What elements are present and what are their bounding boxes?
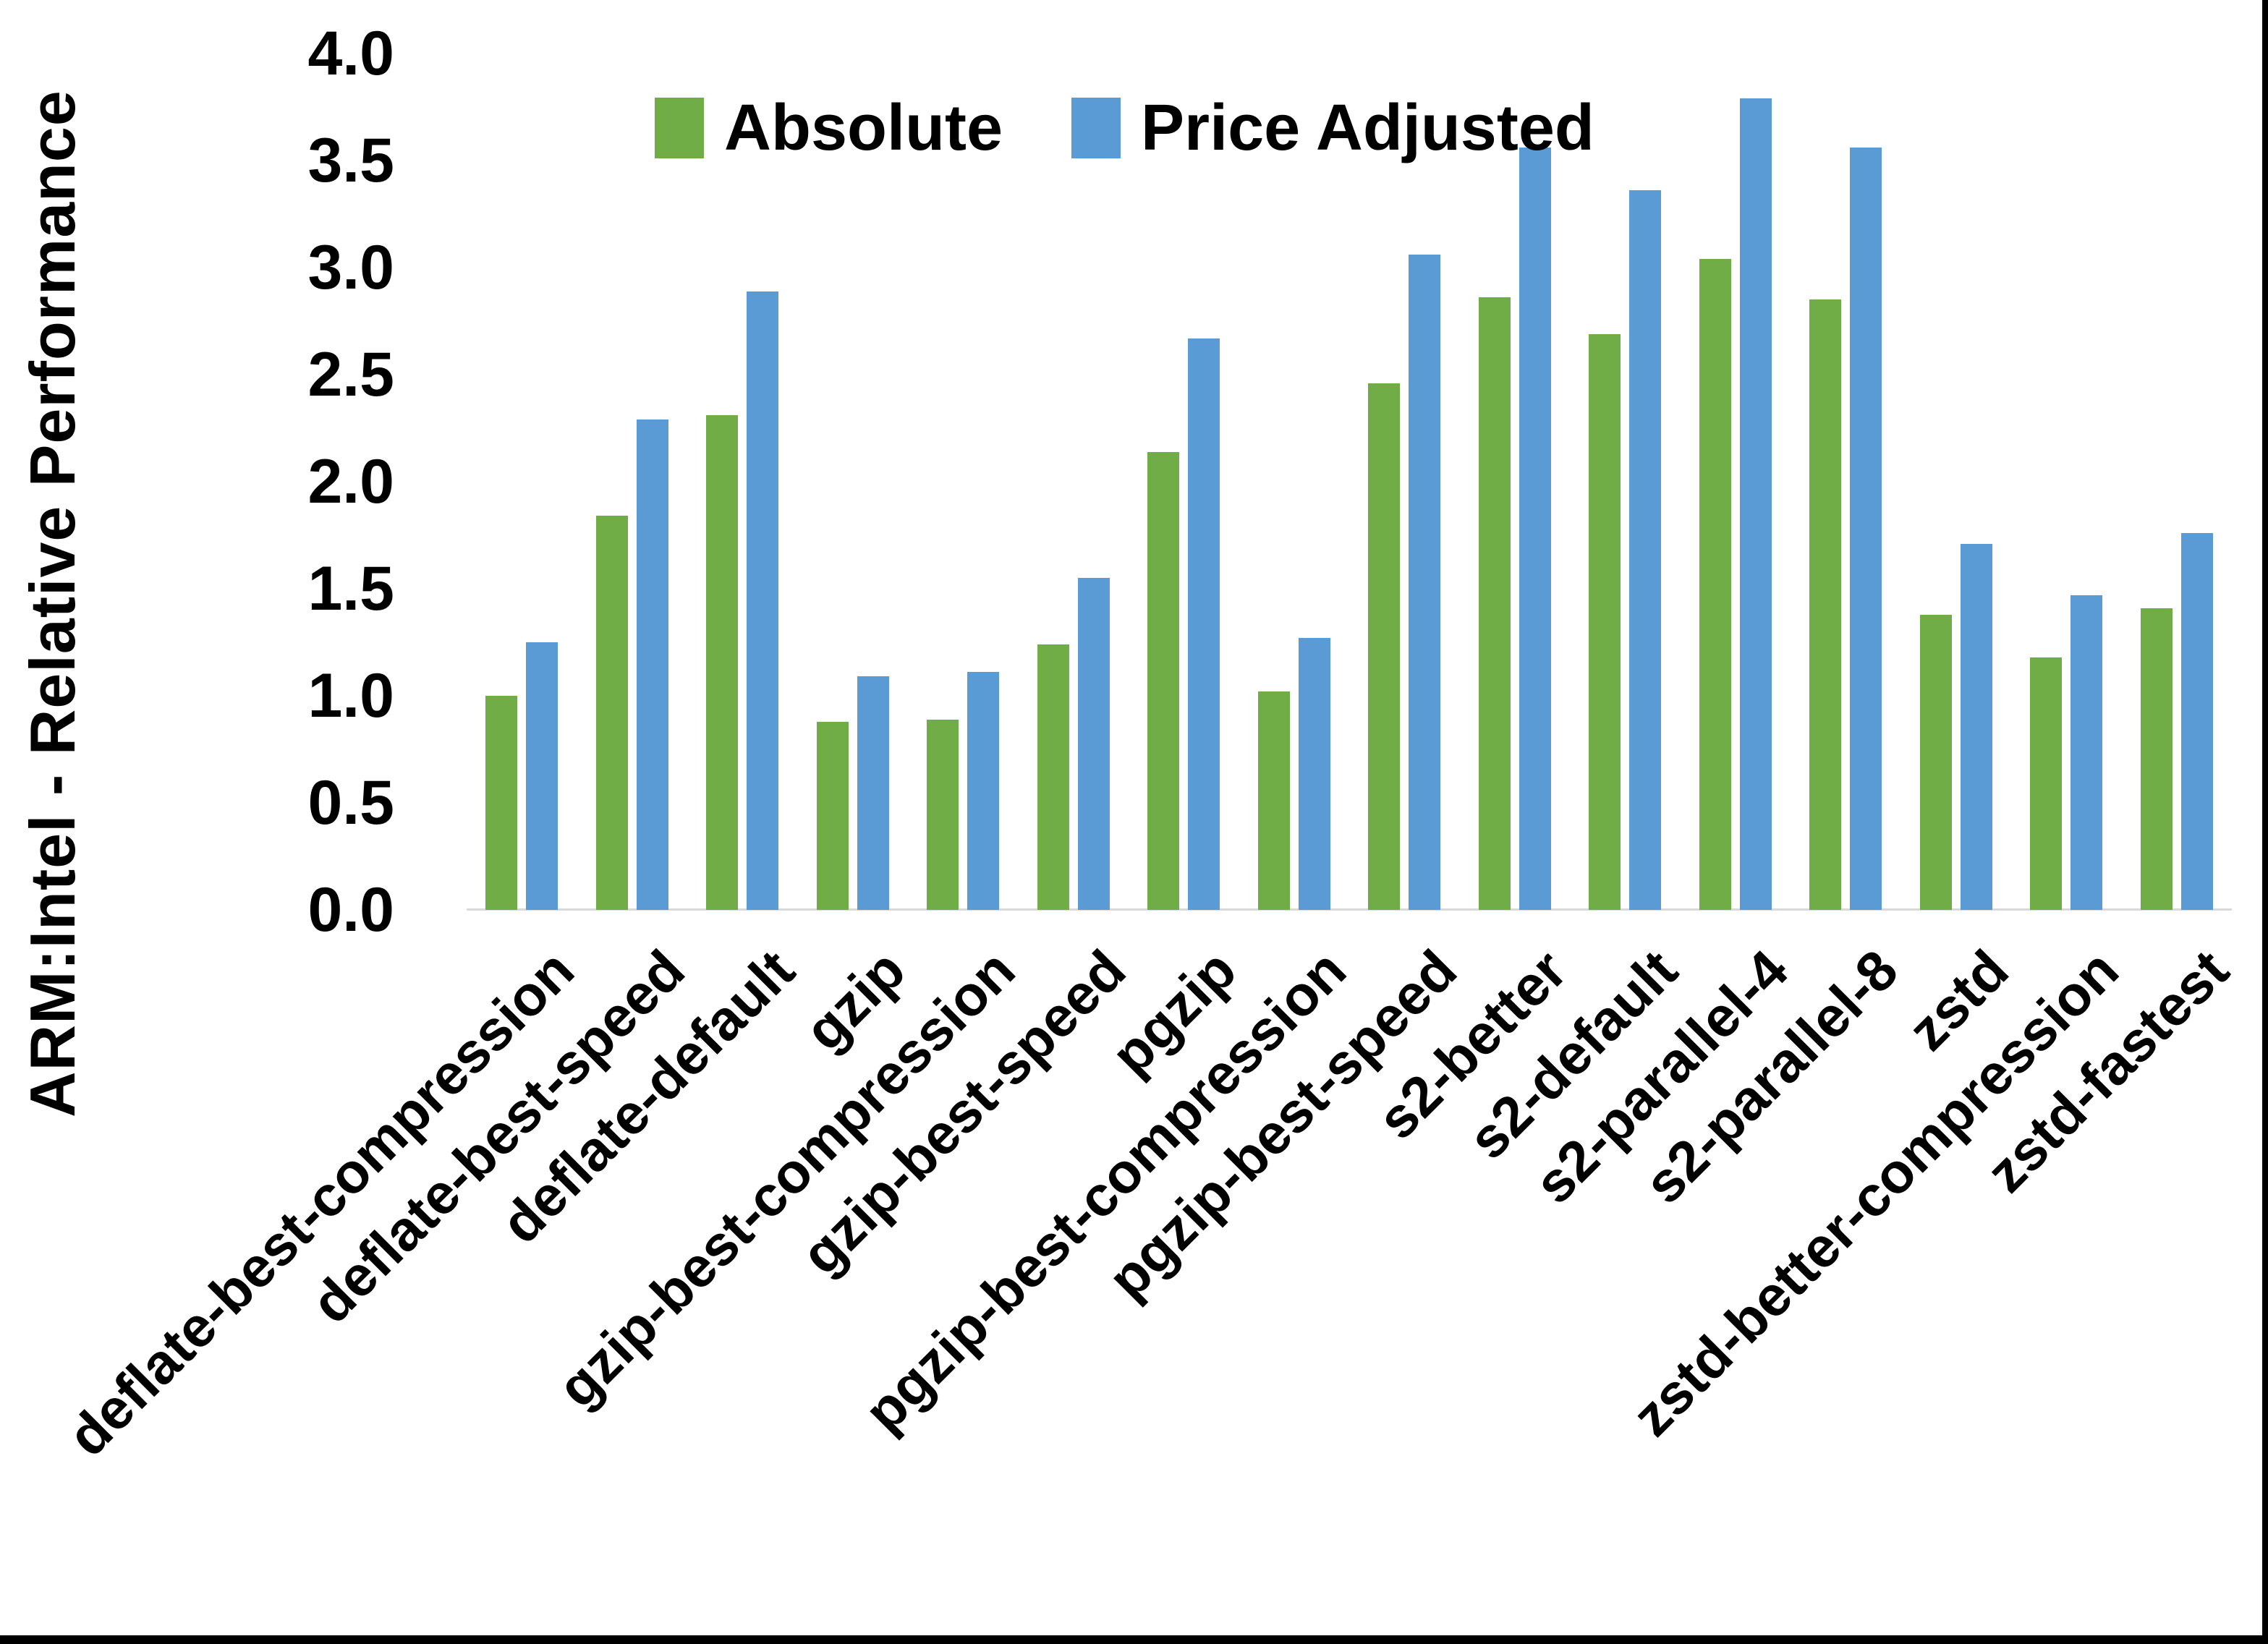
y-tick-label: 4.0 bbox=[307, 19, 394, 88]
bar-price-adjusted-gzip bbox=[857, 676, 889, 910]
bar-absolute-deflate-default bbox=[706, 415, 738, 910]
bar-absolute-gzip-best-compression bbox=[927, 720, 959, 910]
legend-swatch-absolute bbox=[655, 98, 704, 158]
bar-absolute-zstd bbox=[1920, 615, 1952, 910]
y-tick-label: 0.5 bbox=[307, 768, 394, 838]
y-tick-label: 2.0 bbox=[307, 447, 394, 516]
y-tick-label: 2.5 bbox=[307, 340, 394, 409]
legend-swatch-price-adjusted bbox=[1071, 98, 1121, 158]
bar-absolute-zstd-better-compression bbox=[2030, 657, 2062, 910]
bar-absolute-pgzip-best-compression bbox=[1258, 691, 1290, 910]
bar-price-adjusted-zstd-fastest bbox=[2181, 533, 2213, 910]
bar-absolute-zstd-fastest bbox=[2141, 608, 2173, 910]
bar-absolute-gzip bbox=[817, 722, 849, 910]
y-axis-title: ARM:Intel - Relative Performance bbox=[17, 90, 88, 1118]
bar-price-adjusted-s2-better bbox=[1519, 148, 1551, 910]
bar-absolute-pgzip-best-speed bbox=[1368, 383, 1400, 910]
bar-price-adjusted-gzip-best-speed bbox=[1078, 578, 1110, 910]
bar-absolute-s2-better bbox=[1479, 297, 1511, 910]
bar-absolute-pgzip bbox=[1147, 452, 1179, 910]
y-tick-label: 0.0 bbox=[307, 875, 394, 945]
legend-label-price-adjusted: Price Adjusted bbox=[1141, 92, 1594, 164]
legend: Absolute Price Adjusted bbox=[655, 95, 1594, 161]
x-axis-baseline bbox=[467, 908, 2232, 911]
bar-price-adjusted-s2-parallel-4 bbox=[1740, 98, 1772, 910]
bar-price-adjusted-pgzip-best-compression bbox=[1299, 638, 1330, 910]
screenshot-bottom-border bbox=[0, 1635, 2268, 1644]
bar-price-adjusted-s2-parallel-8 bbox=[1850, 148, 1882, 910]
legend-item-price-adjusted: Price Adjusted bbox=[1071, 95, 1594, 161]
screenshot-right-border bbox=[2262, 0, 2268, 1644]
bar-price-adjusted-zstd bbox=[1961, 544, 1992, 910]
bar-price-adjusted-deflate-default bbox=[747, 291, 778, 910]
bar-absolute-s2-default bbox=[1589, 334, 1621, 910]
y-tick-label: 1.0 bbox=[307, 661, 394, 731]
legend-label-absolute: Absolute bbox=[724, 92, 1003, 164]
y-tick-label: 3.5 bbox=[307, 126, 394, 195]
bar-price-adjusted-pgzip-best-speed bbox=[1409, 255, 1440, 910]
bar-absolute-gzip-best-speed bbox=[1037, 644, 1069, 910]
bar-price-adjusted-deflate-best-speed bbox=[637, 419, 668, 910]
bar-price-adjusted-pgzip bbox=[1188, 338, 1220, 910]
bar-price-adjusted-deflate-best-compression bbox=[526, 642, 558, 910]
bar-absolute-deflate-best-speed bbox=[596, 516, 628, 910]
bar-price-adjusted-s2-default bbox=[1629, 190, 1661, 910]
y-tick-label: 1.5 bbox=[307, 554, 394, 623]
bar-absolute-s2-parallel-4 bbox=[1699, 259, 1731, 910]
bar-absolute-deflate-best-compression bbox=[485, 696, 517, 910]
bar-price-adjusted-zstd-better-compression bbox=[2070, 595, 2102, 910]
y-tick-label: 3.0 bbox=[307, 233, 394, 302]
bar-absolute-s2-parallel-8 bbox=[1809, 299, 1841, 910]
bar-price-adjusted-gzip-best-compression bbox=[967, 672, 999, 910]
legend-item-absolute: Absolute bbox=[655, 95, 1003, 161]
